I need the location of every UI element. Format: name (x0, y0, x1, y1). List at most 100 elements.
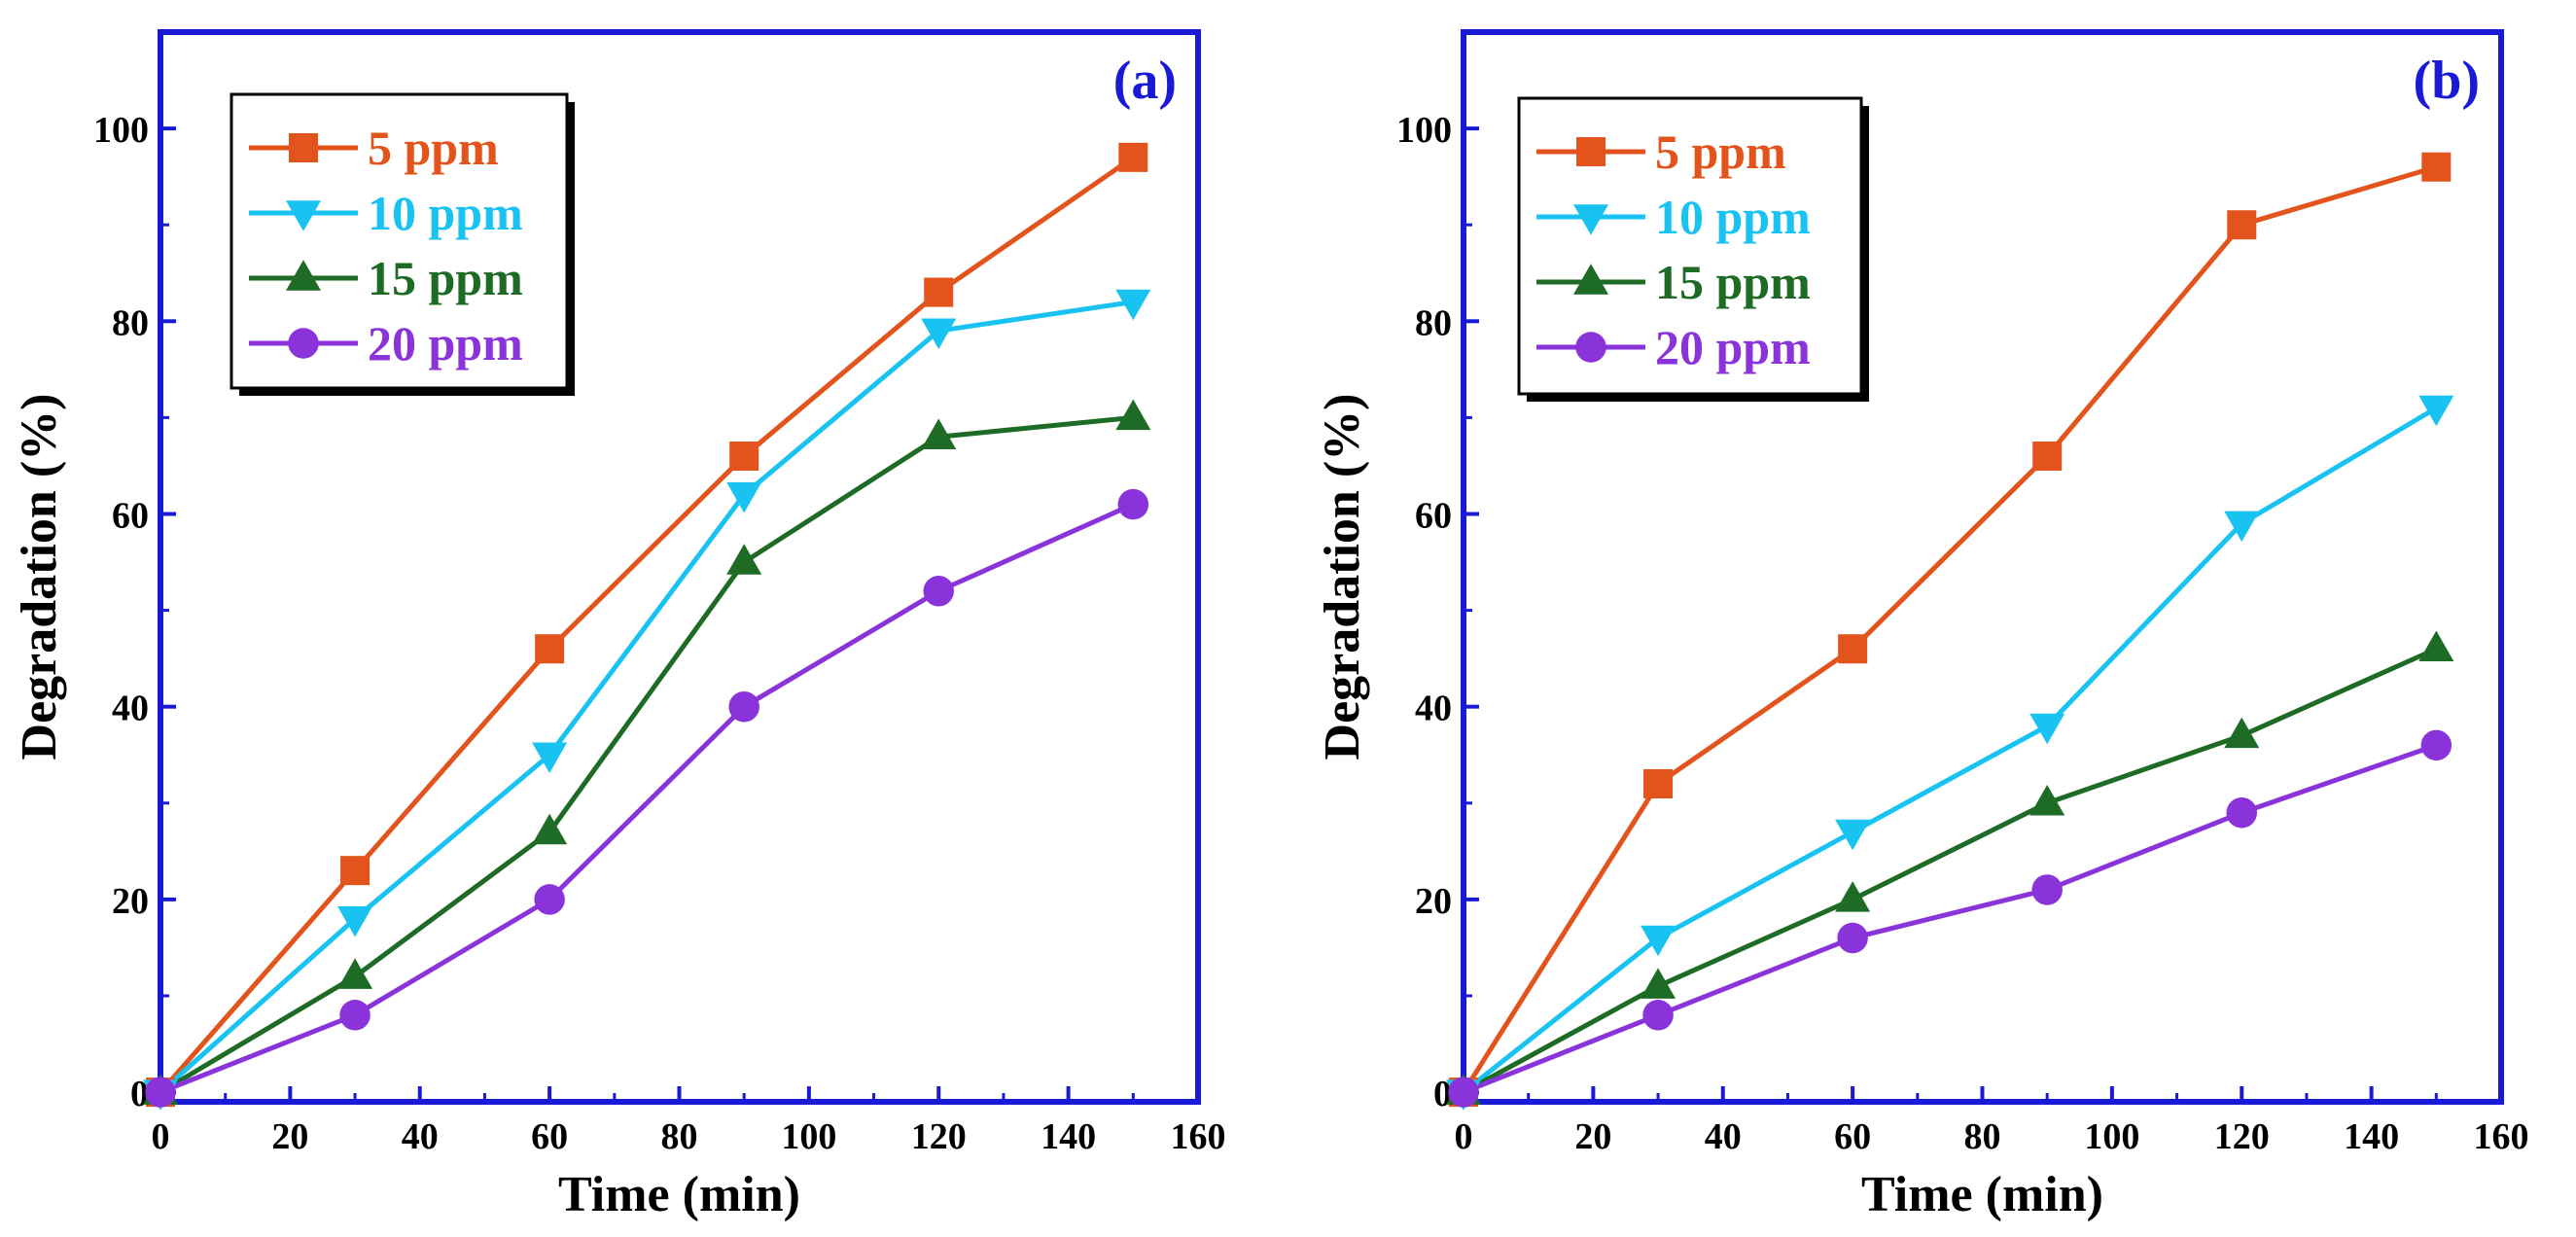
y-tick-label: 60 (1415, 495, 1452, 536)
data-point (1835, 819, 1871, 851)
legend-marker (1576, 137, 1606, 166)
x-tick-label: 120 (2214, 1116, 2270, 1157)
data-point (2421, 152, 2452, 182)
data-point (2031, 874, 2063, 905)
legend-label: 10 ppm (1655, 190, 1811, 244)
legend-label: 5 ppm (368, 121, 499, 175)
x-tick-label: 140 (1041, 1116, 1096, 1157)
legend-box (229, 92, 569, 390)
y-tick-label: 100 (93, 110, 149, 151)
data-point (2224, 511, 2260, 543)
x-tick-label: 140 (2344, 1116, 2399, 1157)
legend-marker (289, 133, 318, 162)
data-point (1117, 488, 1149, 520)
legend-marker (1573, 204, 1608, 235)
data-point (1835, 881, 1871, 912)
x-axis-label: Time (min) (558, 1167, 800, 1222)
x-tick-label: 0 (1455, 1116, 1473, 1157)
legend: 5 ppm 10 ppm 15 ppm 20 ppm (1517, 96, 1869, 402)
x-tick-label: 40 (1705, 1116, 1742, 1157)
y-axis-label: Degradation (%) (12, 394, 67, 760)
data-point (2032, 442, 2063, 472)
data-point (1448, 1077, 1479, 1108)
data-point (729, 442, 759, 472)
series-line-2 (159, 300, 1134, 1094)
x-tick-label: 20 (1574, 1116, 1611, 1157)
legend: 5 ppm 10 ppm 15 ppm 20 ppm (229, 92, 575, 396)
data-point (532, 742, 568, 773)
x-tick-label: 60 (531, 1116, 568, 1157)
data-point (535, 634, 565, 664)
data-point (2029, 785, 2065, 816)
data-point (2227, 210, 2257, 240)
y-tick-label: 20 (1415, 881, 1452, 922)
panel-label: (a) (1113, 51, 1177, 111)
legend-marker (1573, 264, 1608, 295)
x-tick-label: 40 (402, 1116, 439, 1157)
data-point (726, 481, 762, 513)
x-tick-label: 0 (152, 1116, 170, 1157)
data-point (1118, 142, 1148, 172)
y-tick-label: 20 (112, 881, 149, 922)
y-tick-label: 80 (112, 302, 149, 343)
y-tick-label: 100 (1396, 110, 1452, 151)
series-line-1 (159, 155, 1135, 1094)
data-point (921, 318, 957, 349)
legend-marker (1575, 332, 1606, 363)
series-line-1 (1461, 164, 2438, 1094)
data-point (728, 690, 759, 723)
legend-label: 5 ppm (1655, 124, 1786, 179)
data-point (337, 905, 373, 937)
legend-marker (288, 328, 319, 359)
legend-label: 20 ppm (1655, 320, 1811, 374)
x-tick-label: 100 (781, 1116, 836, 1157)
y-tick-label: 40 (1415, 689, 1452, 729)
legend-marker (286, 200, 321, 231)
x-tick-label: 80 (661, 1116, 698, 1157)
x-tick-label: 100 (2084, 1116, 2139, 1157)
legend-label: 10 ppm (368, 186, 523, 240)
data-point (1643, 768, 1674, 798)
data-point (145, 1077, 176, 1108)
x-tick-label: 60 (1834, 1116, 1871, 1157)
x-tick-label: 80 (1964, 1116, 2001, 1157)
legend-marker (286, 260, 321, 291)
data-point (2420, 729, 2452, 761)
series-line-3 (159, 414, 1134, 1095)
series-line-4 (159, 502, 1135, 1095)
data-point (1838, 634, 1868, 664)
x-axis-label: Time (min) (1861, 1167, 2103, 1222)
data-point (726, 544, 762, 575)
data-point (921, 418, 957, 449)
data-point (339, 1000, 371, 1031)
data-point (340, 856, 371, 886)
y-tick-label: 40 (112, 689, 149, 729)
series-line-3 (1462, 646, 2438, 1095)
data-point (1641, 968, 1676, 999)
y-axis-label: Degradation (%) (1315, 394, 1370, 760)
data-point (1642, 1000, 1674, 1031)
legend-label: 15 ppm (368, 251, 523, 305)
series-line-4 (1463, 742, 2438, 1095)
data-point (1837, 922, 1868, 954)
series-line-2 (1462, 406, 2438, 1095)
data-point (2418, 395, 2454, 427)
data-point (532, 813, 568, 845)
y-tick-label: 60 (112, 495, 149, 536)
x-tick-label: 160 (2474, 1116, 2529, 1157)
data-point (1115, 289, 1151, 321)
data-point (2224, 717, 2260, 749)
data-point (924, 277, 954, 307)
data-point (534, 884, 565, 915)
x-tick-label: 120 (911, 1116, 967, 1157)
legend-label: 15 ppm (1655, 255, 1811, 309)
data-point (1115, 399, 1151, 431)
data-point (2418, 630, 2454, 661)
panel-label: (b) (2414, 51, 2480, 111)
data-point (1641, 925, 1676, 957)
data-point (337, 958, 373, 989)
legend-label: 20 ppm (368, 316, 523, 371)
